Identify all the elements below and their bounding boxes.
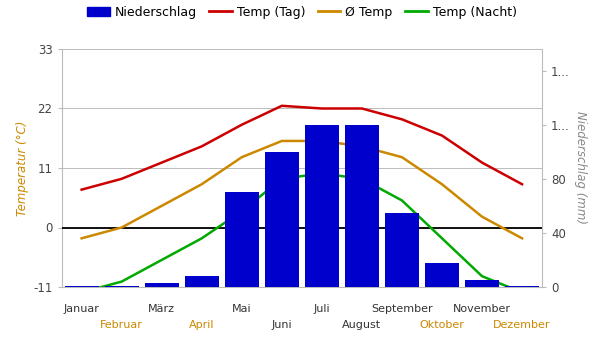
Text: Februar: Februar (100, 320, 143, 330)
Text: Dezember: Dezember (493, 320, 551, 330)
Bar (385, 212, 419, 287)
Text: Juli: Juli (314, 304, 330, 314)
Bar (105, 286, 139, 287)
Bar (505, 286, 539, 287)
Text: August: August (342, 320, 381, 330)
Bar (425, 262, 459, 287)
Text: Januar: Januar (63, 304, 100, 314)
Text: Mai: Mai (232, 304, 251, 314)
Text: November: November (453, 304, 511, 314)
Bar (345, 125, 379, 287)
Bar (65, 286, 99, 287)
Bar (225, 193, 259, 287)
Text: Juni: Juni (272, 320, 292, 330)
Legend: Niederschlag, Temp (Tag), Ø Temp, Temp (Nacht): Niederschlag, Temp (Tag), Ø Temp, Temp (… (82, 1, 522, 24)
Y-axis label: Niederschlag (mm): Niederschlag (mm) (574, 112, 587, 224)
Bar (145, 283, 179, 287)
Text: März: März (148, 304, 175, 314)
Bar (465, 280, 499, 287)
Text: September: September (371, 304, 433, 314)
Bar (305, 125, 339, 287)
Bar (265, 152, 299, 287)
Bar (185, 276, 219, 287)
Text: April: April (189, 320, 214, 330)
Text: Oktober: Oktober (419, 320, 464, 330)
Y-axis label: Temperatur (°C): Temperatur (°C) (16, 120, 29, 216)
